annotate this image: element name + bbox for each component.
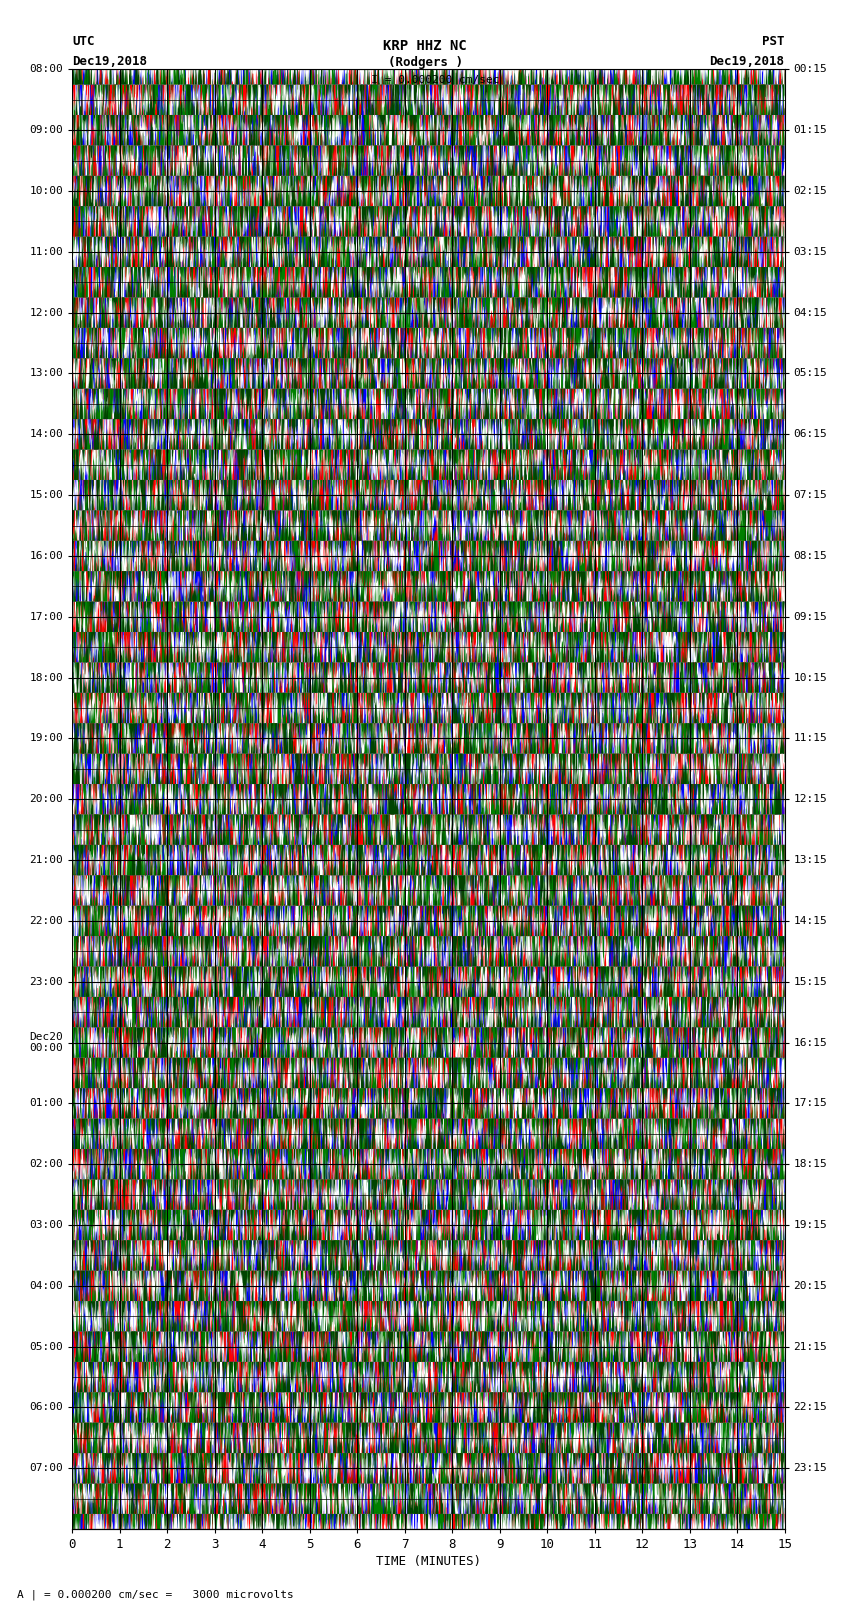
Text: A | = 0.000200 cm/sec =   3000 microvolts: A | = 0.000200 cm/sec = 3000 microvolts [17,1589,294,1600]
X-axis label: TIME (MINUTES): TIME (MINUTES) [376,1555,481,1568]
Text: UTC: UTC [72,35,94,48]
Text: (Rodgers ): (Rodgers ) [388,56,462,69]
Text: I = 0.000200 cm/sec: I = 0.000200 cm/sec [351,76,499,85]
Text: Dec19,2018: Dec19,2018 [72,55,147,68]
Text: Dec19,2018: Dec19,2018 [710,55,785,68]
Text: PST: PST [762,35,785,48]
Text: KRP HHZ NC: KRP HHZ NC [383,39,467,53]
